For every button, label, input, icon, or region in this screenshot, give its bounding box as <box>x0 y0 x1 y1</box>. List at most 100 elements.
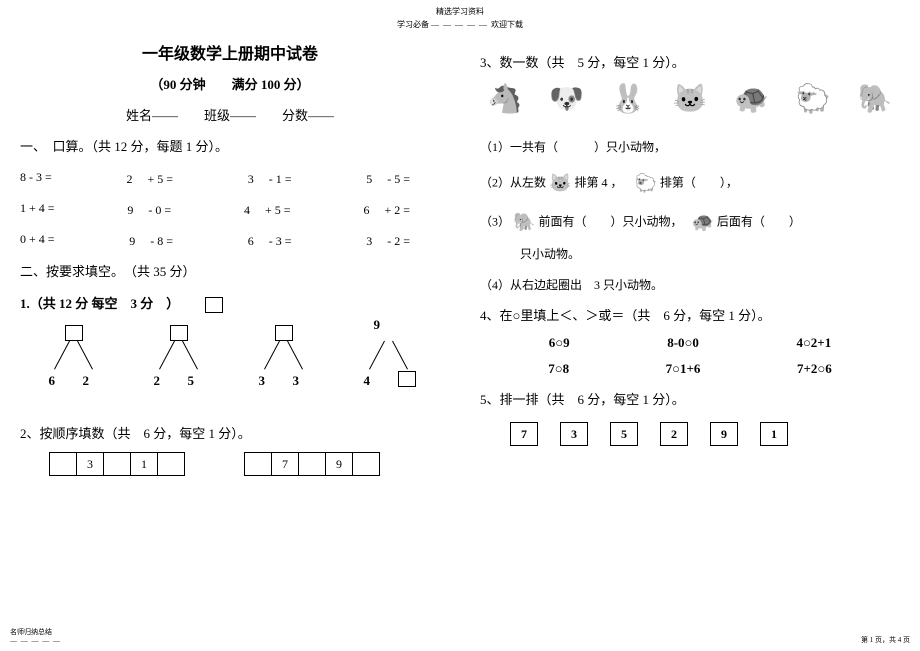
section2-sub1: 1.（共 12 分 每空 3 分 ） <box>20 293 440 313</box>
calc-row-2: 1 + 4 = 9 - 0 = 4 + 5 = 6 + 2 = <box>20 201 440 218</box>
inline-elephant-icon: 🐘 <box>513 212 535 233</box>
footer-left-text: 名师归纳总结 <box>10 628 52 636</box>
section1-heading-text: 一、 口算。（共 12 分，每题 1 分）。 <box>20 139 228 154</box>
sort-cell: 2 <box>660 422 688 446</box>
calc-row-1: 8 - 3 = 2 + 5 = 3 - 1 = 5 - 5 = <box>20 170 440 187</box>
sequence-1: 3 1 <box>50 452 185 476</box>
section2-heading: 二、按要求填空。 （共 35 分） <box>20 263 440 281</box>
q3-1: （1）一共有（ ）只小动物， <box>480 138 900 155</box>
header-dash: — — — — — <box>431 20 491 29</box>
column-right: 3、数一数（共 5 分，每空 1 分）。 🐴 🐶 🐰 🐱 🐢 🐑 🐘 （1）一共… <box>460 40 900 476</box>
calc-cell: 2 + 5 = <box>126 170 173 187</box>
compare-cell: 7○1+6 <box>666 361 701 377</box>
q-text: 排第 4 ， <box>574 175 622 189</box>
calc-cell: 1 + 4 = <box>20 201 55 218</box>
tree-leaf: 6 <box>49 373 56 389</box>
sort-cell: 5 <box>610 422 638 446</box>
seq-cell: 7 <box>271 452 299 476</box>
footer-left: 名师归纳总结 — — — — — <box>10 627 61 645</box>
inline-sheep-icon: 🐑 <box>634 173 656 194</box>
footer-dash: — — — — — <box>10 637 61 645</box>
section2-sub1-text: 1.（共 12 分 每空 3 分 ） <box>20 296 179 311</box>
animal-sheep-icon: 🐑 <box>792 78 834 120</box>
animal-elephant-icon: 🐘 <box>854 78 896 120</box>
calc-cell: 4 + 5 = <box>244 201 291 218</box>
compare-cell: 8-0○0 <box>667 335 699 351</box>
tree-leg <box>287 341 303 370</box>
name-class-score-line: 姓名—— 班级—— 分数—— <box>20 105 440 124</box>
blank-box-icon <box>205 297 223 313</box>
header-sub-left: 学习必备 <box>397 20 429 29</box>
seq-cell: 1 <box>130 452 158 476</box>
tree-leg <box>54 341 70 370</box>
calc-cell: 8 - 3 = <box>20 170 52 187</box>
tree-leg <box>182 341 198 370</box>
tree-leg <box>159 341 175 370</box>
q-text: 排第（ ）， <box>660 175 738 189</box>
section5-heading: 5、排一排（共 6 分，每空 1 分）。 <box>480 391 900 409</box>
compare-row-2: 7○8 7○1+6 7+2○6 <box>480 361 900 377</box>
tree-leaf: 5 <box>188 373 195 389</box>
calc-cell: 9 - 0 = <box>127 201 171 218</box>
seq-cell <box>157 452 185 476</box>
tree-1: 6 2 <box>33 321 113 401</box>
page-title: 一年级数学上册期中试卷 <box>20 40 440 64</box>
seq-cell: 9 <box>325 452 353 476</box>
calc-cell: 9 - 8 = <box>129 232 173 249</box>
seq-cell <box>298 452 326 476</box>
tree-leg <box>369 341 385 370</box>
q-text: 前面有（ ）只小动物， <box>538 214 682 228</box>
compare-cell: 4○2+1 <box>796 335 831 351</box>
section3-heading: 3、数一数（共 5 分，每空 1 分）。 <box>480 54 900 72</box>
q3-3b: 只小动物。 <box>480 245 900 262</box>
tree-topbox <box>275 325 293 341</box>
footer-right: 第 1 页，共 4 页 <box>861 635 910 645</box>
inline-turtle-icon: 🐢 <box>691 212 713 233</box>
column-left: 一年级数学上册期中试卷 （90 分钟 满分 100 分） 姓名—— 班级—— 分… <box>20 40 460 476</box>
tree-2: 2 5 <box>138 321 218 401</box>
q-text: （2）从左数 <box>480 175 546 189</box>
calc-row-3: 0 + 4 = 9 - 8 = 6 - 3 = 3 - 2 = <box>20 232 440 249</box>
seq-cell <box>352 452 380 476</box>
tree-leaf: 3 <box>259 373 266 389</box>
sequence-2: 7 9 <box>245 452 380 476</box>
sort-row: 7 3 5 2 9 1 <box>480 422 900 446</box>
seq-cell: 3 <box>76 452 104 476</box>
content-columns: 一年级数学上册期中试卷 （90 分钟 满分 100 分） 姓名—— 班级—— 分… <box>0 30 920 476</box>
compare-cell: 7+2○6 <box>797 361 832 377</box>
calc-cell: 6 - 3 = <box>248 232 292 249</box>
page-subtitle: （90 分钟 满分 100 分） <box>20 74 440 93</box>
calc-cell: 0 + 4 = <box>20 232 55 249</box>
tree-leg <box>392 341 408 370</box>
calc-cell: 5 - 5 = <box>366 170 410 187</box>
tree-leaf: 3 <box>293 373 300 389</box>
tree-leaf: 2 <box>83 373 90 389</box>
q3-4: （4）从右边起圈出 3 只小动物。 <box>480 276 900 293</box>
tree-4: 4 <box>348 321 428 401</box>
compare-cell: 7○8 <box>548 361 569 377</box>
inline-cat-icon: 🐱 <box>549 173 571 194</box>
sort-cell: 1 <box>760 422 788 446</box>
animals-row: 🐴 🐶 🐰 🐱 🐢 🐑 🐘 <box>480 78 900 120</box>
animal-cat-icon: 🐱 <box>669 78 711 120</box>
tree-leaf: 2 <box>154 373 161 389</box>
section1-heading: 一、 口算。（共 12 分，每题 1 分）。 <box>20 138 440 156</box>
sort-cell: 9 <box>710 422 738 446</box>
calc-cell: 3 - 2 = <box>366 232 410 249</box>
tree-diagrams: 9 6 2 2 5 3 3 <box>20 321 440 411</box>
sort-cell: 7 <box>510 422 538 446</box>
section2-sub2: 2、按顺序填数（共 6 分，每空 1 分）。 <box>20 423 440 442</box>
doc-header-brand: 精选学习资料 <box>0 0 920 17</box>
tree-3: 3 3 <box>243 321 323 401</box>
tree-topbox <box>65 325 83 341</box>
tree-leg <box>77 341 93 370</box>
seq-cell <box>244 452 272 476</box>
seq-cell <box>49 452 77 476</box>
sort-cell: 3 <box>560 422 588 446</box>
doc-header-sub: 学习必备 — — — — — 欢迎下载 <box>0 19 920 30</box>
calc-cell: 3 - 1 = <box>248 170 292 187</box>
sequence-area: 3 1 7 9 <box>20 452 440 476</box>
tree-leg <box>264 341 280 370</box>
compare-row-1: 6○9 8-0○0 4○2+1 <box>480 335 900 351</box>
seq-cell <box>103 452 131 476</box>
